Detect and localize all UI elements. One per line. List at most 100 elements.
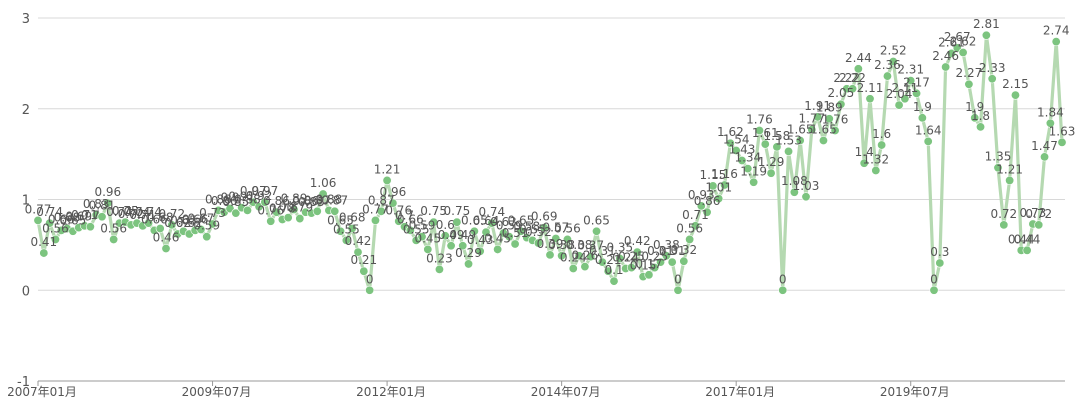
- data-point[interactable]: [1051, 37, 1061, 47]
- data-point[interactable]: [481, 227, 491, 237]
- data-point[interactable]: [272, 207, 282, 217]
- data-point[interactable]: [929, 285, 939, 295]
- data-point[interactable]: [609, 276, 619, 286]
- data-point[interactable]: [685, 234, 695, 244]
- data-point[interactable]: [382, 175, 392, 185]
- data-point[interactable]: [690, 221, 700, 231]
- data-point[interactable]: [103, 198, 113, 208]
- data-point[interactable]: [795, 136, 805, 146]
- data-point[interactable]: [452, 217, 462, 227]
- data-point[interactable]: [405, 225, 415, 235]
- data-point[interactable]: [562, 234, 572, 244]
- data-point[interactable]: [702, 207, 712, 217]
- data-point[interactable]: [429, 217, 439, 227]
- data-point[interactable]: [586, 252, 596, 262]
- data-point[interactable]: [650, 263, 660, 273]
- data-point[interactable]: [557, 251, 567, 261]
- data-point[interactable]: [1057, 137, 1067, 147]
- data-point[interactable]: [760, 139, 770, 149]
- data-point[interactable]: [434, 264, 444, 274]
- data-point[interactable]: [376, 206, 386, 216]
- data-point[interactable]: [923, 136, 933, 146]
- data-point[interactable]: [801, 192, 811, 202]
- data-point[interactable]: [1010, 90, 1020, 100]
- data-point[interactable]: [882, 71, 892, 81]
- data-point[interactable]: [818, 136, 828, 146]
- data-point[interactable]: [603, 266, 613, 276]
- data-point[interactable]: [778, 285, 788, 295]
- data-point[interactable]: [85, 222, 95, 232]
- data-point[interactable]: [789, 187, 799, 197]
- data-point[interactable]: [987, 74, 997, 84]
- data-point[interactable]: [260, 197, 270, 207]
- data-point[interactable]: [941, 62, 951, 72]
- data-point[interactable]: [714, 194, 724, 204]
- data-point[interactable]: [754, 126, 764, 136]
- data-point[interactable]: [510, 239, 520, 249]
- data-point[interactable]: [394, 216, 404, 226]
- data-point[interactable]: [772, 142, 782, 152]
- data-point[interactable]: [295, 214, 305, 224]
- data-point[interactable]: [848, 84, 858, 94]
- data-point[interactable]: [388, 198, 398, 208]
- data-point[interactable]: [155, 224, 165, 234]
- data-point[interactable]: [597, 257, 607, 267]
- data-point[interactable]: [580, 262, 590, 272]
- data-point[interactable]: [894, 100, 904, 110]
- data-point[interactable]: [231, 208, 241, 218]
- data-point[interactable]: [836, 99, 846, 109]
- data-point[interactable]: [958, 47, 968, 57]
- data-point[interactable]: [632, 247, 642, 257]
- data-point[interactable]: [533, 238, 543, 248]
- data-point[interactable]: [242, 205, 252, 215]
- data-point[interactable]: [353, 247, 363, 257]
- data-point[interactable]: [981, 30, 991, 40]
- data-point[interactable]: [871, 165, 881, 175]
- data-point[interactable]: [167, 220, 177, 230]
- data-point[interactable]: [45, 218, 55, 228]
- data-point[interactable]: [417, 232, 427, 242]
- data-point[interactable]: [813, 112, 823, 122]
- data-point[interactable]: [341, 235, 351, 245]
- data-point[interactable]: [330, 206, 340, 216]
- data-point[interactable]: [999, 220, 1009, 230]
- data-point[interactable]: [469, 226, 479, 236]
- data-point[interactable]: [592, 226, 602, 236]
- data-point[interactable]: [336, 226, 346, 236]
- data-point[interactable]: [696, 201, 706, 211]
- data-point[interactable]: [824, 114, 834, 124]
- data-point[interactable]: [464, 259, 474, 269]
- data-point[interactable]: [266, 216, 276, 226]
- data-point[interactable]: [673, 285, 683, 295]
- data-point[interactable]: [1045, 118, 1055, 128]
- data-point[interactable]: [708, 181, 718, 191]
- data-point[interactable]: [725, 138, 735, 148]
- data-point[interactable]: [202, 232, 212, 242]
- data-point[interactable]: [737, 155, 747, 165]
- data-point[interactable]: [859, 158, 869, 168]
- data-point[interactable]: [161, 244, 171, 254]
- data-point[interactable]: [1005, 175, 1015, 185]
- data-point[interactable]: [766, 168, 776, 178]
- data-point[interactable]: [667, 257, 677, 267]
- data-point[interactable]: [458, 241, 468, 251]
- data-point[interactable]: [644, 270, 654, 280]
- data-point[interactable]: [679, 256, 689, 266]
- data-point[interactable]: [1022, 245, 1032, 255]
- data-point[interactable]: [912, 88, 922, 98]
- data-point[interactable]: [545, 250, 555, 260]
- data-point[interactable]: [568, 263, 578, 273]
- data-point[interactable]: [493, 244, 503, 254]
- data-point[interactable]: [574, 251, 584, 261]
- data-point[interactable]: [359, 266, 369, 276]
- data-point[interactable]: [423, 244, 433, 254]
- data-point[interactable]: [109, 234, 119, 244]
- data-point[interactable]: [865, 94, 875, 104]
- data-point[interactable]: [289, 204, 299, 214]
- data-point[interactable]: [743, 164, 753, 174]
- data-point[interactable]: [720, 180, 730, 190]
- data-point[interactable]: [97, 212, 107, 222]
- data-point[interactable]: [906, 76, 916, 86]
- data-point[interactable]: [626, 263, 636, 273]
- data-point[interactable]: [970, 113, 980, 123]
